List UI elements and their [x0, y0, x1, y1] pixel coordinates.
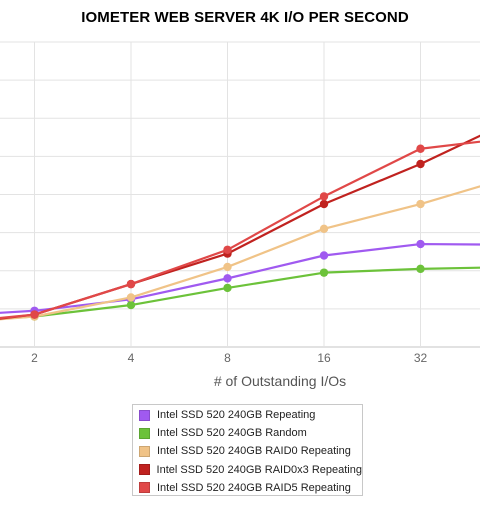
legend-item[interactable]: Intel SSD 520 240GB Repeating [139, 406, 362, 424]
legend-item[interactable]: Intel SSD 520 240GB RAID0x3 Repeating [139, 461, 362, 479]
series-line [0, 140, 480, 320]
legend-swatch [139, 464, 150, 476]
gridlines [0, 41, 480, 348]
data-point [30, 310, 39, 319]
legend: Intel SSD 520 240GB Repeating Intel SSD 5… [132, 404, 363, 496]
x-tick-label: 4 [128, 351, 135, 365]
plot-area: 1248163264 [0, 41, 480, 365]
legend-label: Intel SSD 520 240GB Random [157, 427, 307, 440]
data-point [319, 251, 329, 260]
data-point [126, 293, 136, 302]
x-axis-label: # of Outstanding I/Os [213, 373, 347, 389]
legend-swatch [139, 445, 150, 457]
data-point [319, 192, 329, 201]
data-point [223, 274, 232, 283]
data-point [223, 262, 232, 272]
x-tick-label: 8 [224, 351, 231, 365]
data-point [126, 279, 136, 289]
data-point [416, 159, 425, 169]
legend-label: Intel SSD 520 240GB RAID0 Repeating [157, 445, 351, 458]
series-line [0, 242, 480, 314]
data-point [223, 283, 232, 293]
data-point [319, 199, 329, 209]
data-point [319, 224, 329, 234]
legend-label: Intel SSD 520 240GB RAID5 Repeating [157, 481, 351, 494]
legend-swatch [139, 409, 150, 421]
x-tick-label: 16 [317, 351, 331, 365]
data-point [223, 245, 232, 254]
chart-title: IOMETER WEB SERVER 4K I/O PER SECOND [81, 9, 409, 26]
series-lines [0, 134, 480, 321]
legend-item[interactable]: Intel SSD 520 240GB Random [139, 424, 362, 442]
data-point [416, 199, 425, 209]
x-tick-label: 32 [414, 351, 428, 365]
legend-swatch [139, 427, 150, 439]
x-tick-label: 2 [31, 351, 38, 365]
legend-label: Intel SSD 520 240GB RAID0x3 Repeating [156, 463, 362, 476]
series-points [30, 144, 425, 321]
legend-label: Intel SSD 520 240GB Repeating [157, 409, 316, 422]
data-point [416, 144, 425, 153]
legend-item[interactable]: Intel SSD 520 240GB RAID5 Repeating [139, 479, 362, 497]
data-point [416, 239, 425, 249]
data-point [416, 264, 425, 274]
x-axis-ticks: 1248163264 [31, 351, 428, 365]
data-point [126, 300, 136, 310]
series-line [0, 134, 480, 320]
data-point [319, 268, 329, 277]
legend-swatch [139, 482, 150, 494]
legend-item[interactable]: Intel SSD 520 240GB RAID0 Repeating [139, 442, 362, 460]
